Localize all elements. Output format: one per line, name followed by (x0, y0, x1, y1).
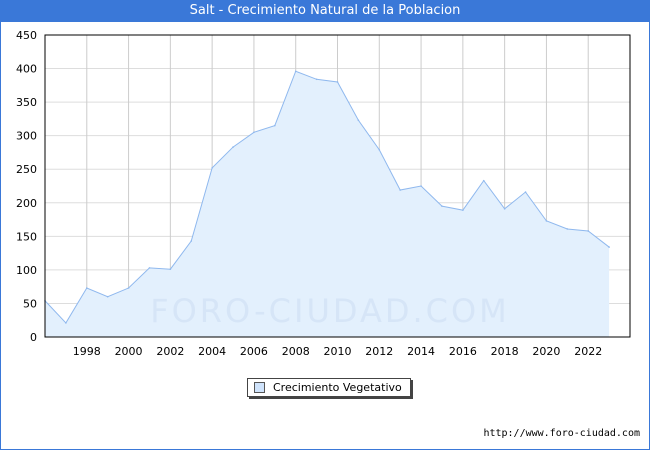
data-point (524, 191, 527, 193)
series-line (44, 70, 610, 324)
x-tick-label: 2016 (449, 345, 477, 358)
plot-border (44, 34, 631, 338)
data-point (274, 124, 276, 127)
y-tick-label: 450 (16, 29, 37, 42)
data-point (482, 179, 485, 182)
y-tick-label: 350 (16, 96, 37, 109)
y-tick-label: 200 (16, 197, 37, 210)
y-tick-label: 400 (16, 63, 37, 76)
y-tick-label: 150 (16, 230, 37, 243)
x-tick-label: 2006 (240, 345, 268, 358)
data-point (169, 268, 172, 271)
x-tick-label: 2004 (198, 345, 226, 358)
x-tick-label: 2012 (365, 345, 393, 358)
data-point (587, 230, 590, 232)
x-tick-label: 2014 (407, 345, 435, 358)
y-tick-label: 0 (30, 331, 37, 344)
legend: Crecimiento Vegetativo (247, 378, 411, 397)
watermark: FORO-CIUDAD.COM (150, 292, 510, 330)
data-point (357, 119, 360, 122)
x-tick-label: 2020 (532, 345, 560, 358)
data-point (608, 246, 610, 248)
data-point (566, 228, 569, 230)
data-point (441, 205, 443, 207)
data-point (503, 208, 506, 210)
legend-swatch (254, 382, 265, 393)
x-tick-label: 2008 (282, 345, 310, 358)
x-tick-label: 2000 (115, 345, 143, 358)
source-url[interactable]: http://www.foro-ciudad.com (483, 428, 640, 439)
data-point (211, 167, 213, 169)
data-point (378, 148, 381, 151)
data-point (127, 287, 130, 289)
y-tick-label: 250 (16, 163, 37, 176)
data-point (545, 220, 548, 222)
data-point (190, 240, 193, 242)
x-tick-label: 2002 (156, 345, 184, 358)
area-fill (45, 71, 610, 338)
data-point (336, 81, 339, 83)
data-point (294, 70, 297, 73)
data-point (253, 131, 255, 134)
y-tick-label: 300 (16, 130, 37, 143)
x-tick-label: 1998 (73, 345, 101, 358)
x-tick-label: 2022 (574, 345, 602, 358)
x-tick-label: 2018 (491, 345, 519, 358)
chart-title: Salt - Crecimiento Natural de la Poblaci… (0, 0, 650, 22)
data-point (85, 287, 88, 289)
y-tick-label: 100 (16, 264, 37, 277)
y-tick-label: 50 (23, 297, 37, 310)
data-point (65, 322, 67, 324)
data-point (315, 78, 318, 81)
data-point (462, 209, 464, 211)
data-point (420, 185, 422, 187)
data-point (399, 189, 401, 191)
data-point (106, 295, 109, 298)
x-tick-label: 2010 (324, 345, 352, 358)
data-point (232, 146, 234, 148)
data-point (148, 267, 151, 269)
legend-label: Crecimiento Vegetativo (273, 381, 402, 394)
